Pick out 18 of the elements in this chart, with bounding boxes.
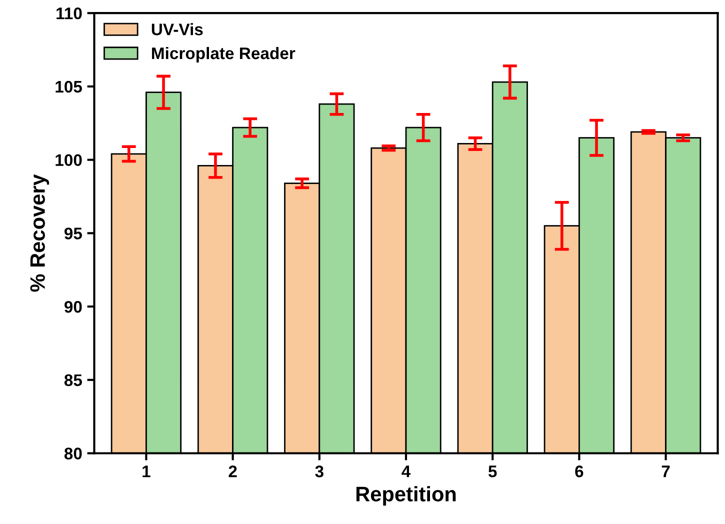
legend-label: UV-Vis: [152, 23, 203, 36]
y-tick-label: 95: [64, 228, 82, 240]
y-tick-label: 85: [64, 374, 82, 386]
x-axis-title: Repetition: [356, 486, 456, 506]
y-tick-label: 110: [56, 8, 82, 20]
x-tick-label: 3: [315, 466, 324, 478]
y-axis-title: % Recovery: [30, 174, 50, 292]
y-tick-label: 105: [56, 80, 82, 93]
y-tick-label: 80: [64, 448, 82, 460]
x-tick-label: 6: [575, 466, 584, 478]
y-tick-label: 100: [56, 154, 82, 166]
legend-label: Microplate Reader: [152, 46, 296, 63]
x-tick-label: 5: [488, 466, 497, 478]
x-tick-label: 7: [662, 466, 670, 478]
x-tick-label: 4: [402, 466, 411, 478]
y-tick-label: 90: [64, 300, 82, 313]
x-tick-label: 2: [228, 466, 237, 478]
x-tick-label: 1: [142, 466, 150, 478]
